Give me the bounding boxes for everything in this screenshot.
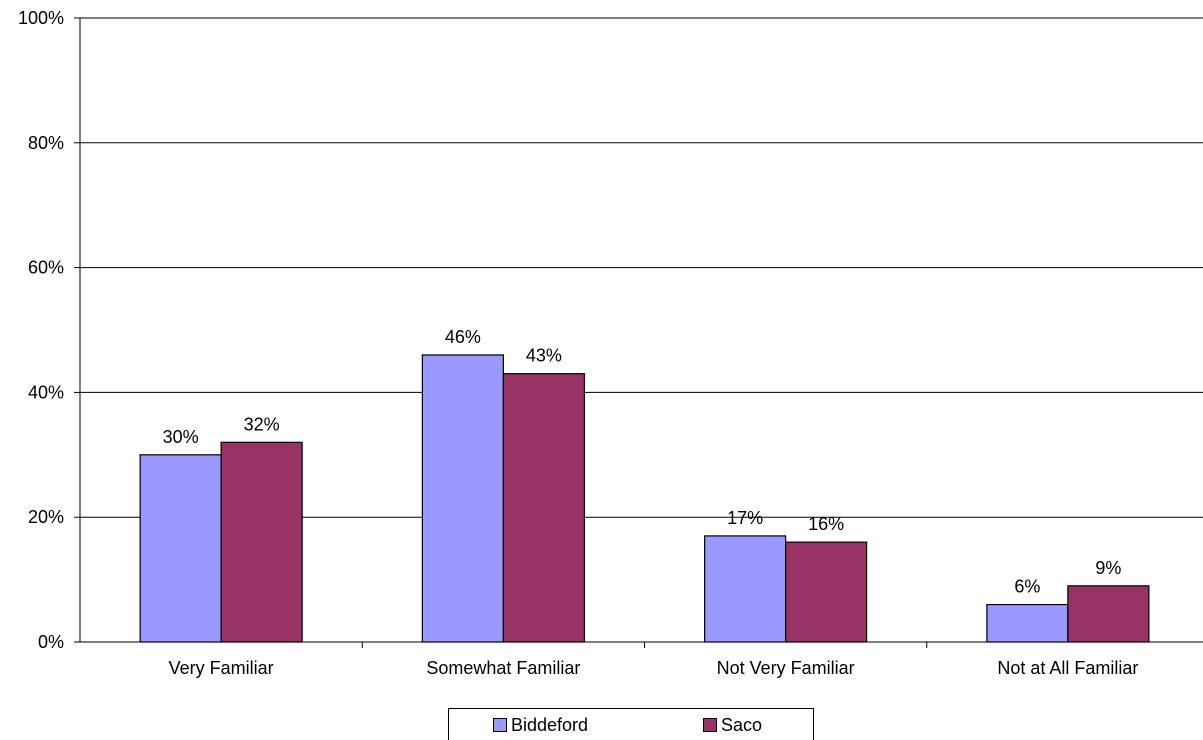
axes bbox=[79, 18, 1203, 648]
x-category-label: Not at All Familiar bbox=[997, 658, 1138, 678]
legend-swatch-saco bbox=[703, 718, 717, 732]
data-label: 9% bbox=[1095, 558, 1121, 578]
bar-biddeford-0 bbox=[139, 454, 222, 643]
y-tick-label: 40% bbox=[28, 382, 64, 402]
bar-biddeford-2 bbox=[704, 535, 787, 643]
x-category-label: Not Very Familiar bbox=[717, 658, 855, 678]
data-label: 17% bbox=[727, 508, 763, 528]
y-tick-label: 80% bbox=[28, 133, 64, 153]
y-tick-label: 100% bbox=[18, 8, 64, 28]
bar-saco-0 bbox=[220, 441, 303, 643]
legend-label-saco: Saco bbox=[721, 715, 763, 735]
data-label: 6% bbox=[1014, 577, 1040, 597]
y-tick-label: 0% bbox=[38, 632, 64, 652]
legend-item-biddeford: Biddeford bbox=[493, 715, 588, 735]
data-label: 16% bbox=[808, 514, 844, 534]
legend: Biddeford Saco bbox=[448, 708, 814, 740]
x-category-label: Very Familiar bbox=[169, 658, 274, 678]
legend-label-biddeford: Biddeford bbox=[511, 715, 589, 735]
y-tick-label: 20% bbox=[28, 507, 64, 527]
data-label: 30% bbox=[163, 427, 199, 447]
bars bbox=[139, 354, 1150, 643]
x-axis-categories: Very Familiar Somewhat Familiar Not Very F… bbox=[169, 658, 1139, 678]
data-label: 43% bbox=[526, 346, 562, 366]
bar-saco-3 bbox=[1067, 585, 1150, 643]
y-tick-label: 60% bbox=[28, 258, 64, 278]
bar-biddeford-3 bbox=[986, 603, 1069, 643]
data-label: 32% bbox=[244, 414, 280, 434]
data-labels: 30% 32% 46% 43% 17% 16% 6% 9% bbox=[163, 327, 1122, 597]
legend-item-saco: Saco bbox=[703, 715, 762, 735]
x-category-label: Somewhat Familiar bbox=[426, 658, 580, 678]
data-label: 46% bbox=[445, 327, 481, 347]
bar-biddeford-1 bbox=[421, 354, 504, 643]
legend-swatch-biddeford bbox=[493, 718, 507, 732]
bar-saco-1 bbox=[502, 373, 585, 643]
y-axis-ticks: 0% 20% 40% 60% 80% 100% bbox=[18, 8, 80, 652]
bar-saco-2 bbox=[785, 541, 868, 643]
